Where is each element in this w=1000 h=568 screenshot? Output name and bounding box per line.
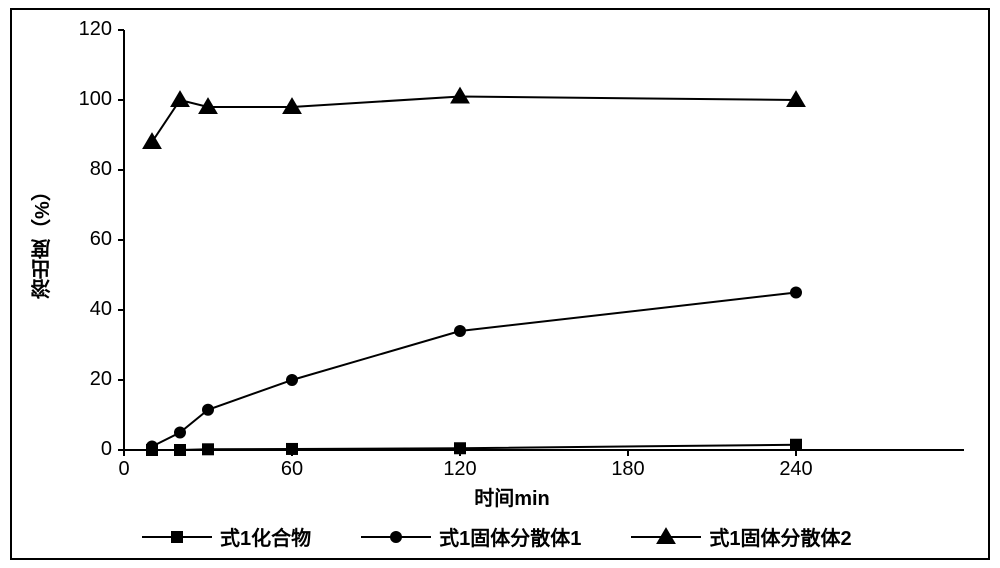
data-point xyxy=(174,427,186,439)
legend: 式1化合物 式1固体分散体1 式1固体分散体2 xyxy=(142,522,852,551)
x-axis-title: 时间min xyxy=(432,482,592,511)
data-point xyxy=(790,287,802,299)
legend-marker xyxy=(142,529,212,545)
data-point xyxy=(454,325,466,337)
data-point xyxy=(790,439,802,451)
data-point xyxy=(202,443,214,455)
plot-area xyxy=(12,10,984,470)
legend-item: 式1化合物 xyxy=(142,522,311,551)
legend-label: 式1化合物 xyxy=(220,522,311,551)
data-point xyxy=(454,442,466,454)
data-point xyxy=(174,444,186,456)
legend-marker xyxy=(631,529,701,545)
data-point xyxy=(282,97,302,114)
legend-item: 式1固体分散体2 xyxy=(631,522,851,551)
data-point xyxy=(450,87,470,104)
data-point xyxy=(202,404,214,416)
legend-label: 式1固体分散体2 xyxy=(709,522,851,551)
legend-marker xyxy=(361,529,431,545)
chart-container: 溶出度（%） 020406080100120 060120180240 时间mi… xyxy=(10,8,990,560)
legend-label: 式1固体分散体1 xyxy=(439,522,581,551)
data-point xyxy=(146,441,158,453)
data-point xyxy=(286,374,298,386)
data-point xyxy=(170,90,190,107)
legend-item: 式1固体分散体1 xyxy=(361,522,581,551)
data-point xyxy=(786,90,806,107)
data-point xyxy=(142,132,162,149)
data-point xyxy=(286,443,298,455)
